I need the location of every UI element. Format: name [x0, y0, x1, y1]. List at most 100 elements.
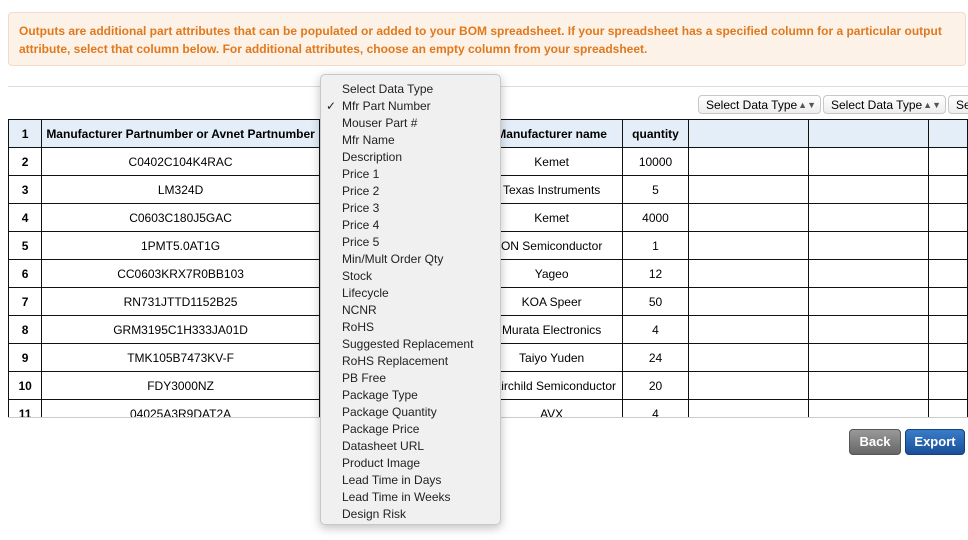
- table-cell: [928, 147, 968, 176]
- table-cell: 4000: [621, 203, 690, 232]
- table-cell: [688, 399, 810, 417]
- column-type-select[interactable]: Select Data Type ▲▼: [698, 95, 821, 114]
- table-row: 9 TMK105B7473KV-F Taiyo Yuden 24: [8, 343, 968, 372]
- dropdown-option[interactable]: Lifecycle: [321, 285, 500, 302]
- table-cell: [808, 147, 930, 176]
- table-cell: Yageo: [480, 259, 623, 288]
- table-cell: Kemet: [480, 203, 623, 232]
- table-cell: [808, 371, 930, 400]
- option-label: Min/Mult Order Qty: [342, 252, 444, 266]
- option-label: Stock: [342, 269, 373, 283]
- column-header: [688, 119, 810, 148]
- dropdown-option[interactable]: ✓ Mfr Part Number: [321, 98, 500, 115]
- dropdown-option[interactable]: Price 4: [321, 217, 500, 234]
- table-cell: 12: [621, 259, 690, 288]
- option-label: NCNR: [342, 303, 377, 317]
- dropdown-option[interactable]: PB Free: [321, 370, 500, 387]
- table-cell: Kemet: [480, 147, 623, 176]
- select-label: Select Data Type: [956, 98, 968, 112]
- dropdown-option[interactable]: Price 2: [321, 183, 500, 200]
- table-cell: [928, 371, 968, 400]
- row-number: 4: [8, 203, 43, 232]
- table-cell: [688, 203, 810, 232]
- option-label: Suggested Replacement: [342, 337, 474, 351]
- dropdown-option[interactable]: Product Image: [321, 455, 500, 472]
- table-cell: GRM3195C1H333JA01D: [41, 315, 320, 344]
- dropdown-option[interactable]: RoHS Replacement: [321, 353, 500, 370]
- data-type-dropdown-menu[interactable]: Select Data Type ✓ Mfr Part Number Mouser P…: [320, 74, 501, 525]
- table-cell: [808, 315, 930, 344]
- table-cell: 4: [621, 315, 690, 344]
- dropdown-option[interactable]: Price 1: [321, 166, 500, 183]
- dropdown-option[interactable]: Select Data Type: [321, 81, 500, 98]
- table-cell: [808, 175, 930, 204]
- back-button[interactable]: Back: [849, 429, 901, 455]
- table-cell: [688, 231, 810, 260]
- dropdown-option[interactable]: RoHS: [321, 319, 500, 336]
- table-row: 5 1PMT5.0AT1G ON Semiconductor 1: [8, 231, 968, 260]
- updown-arrow-icon: ▲▼: [923, 100, 941, 110]
- row-number: 10: [8, 371, 43, 400]
- table-cell: [688, 287, 810, 316]
- table-cell: C0402C104K4RAC: [41, 147, 320, 176]
- option-label: Select Data Type: [342, 82, 434, 96]
- table-cell: [808, 287, 930, 316]
- row-number: 7: [8, 287, 43, 316]
- dropdown-option[interactable]: Package Price: [321, 421, 500, 438]
- dropdown-option[interactable]: Mfr Name: [321, 132, 500, 149]
- dropdown-option[interactable]: Datasheet URL: [321, 438, 500, 455]
- option-label: Package Quantity: [342, 405, 437, 419]
- table-row: 4 C0603C180J5GAC Kemet 4000: [8, 203, 968, 232]
- dropdown-option[interactable]: Price 3: [321, 200, 500, 217]
- table-cell: [688, 259, 810, 288]
- column-type-select[interactable]: Select Data Type ▲▼: [823, 95, 946, 114]
- option-label: Lead Time in Days: [342, 473, 442, 487]
- dropdown-option[interactable]: Package Type: [321, 387, 500, 404]
- option-label: Lead Time in Weeks: [342, 490, 451, 504]
- dropdown-option[interactable]: NCNR: [321, 302, 500, 319]
- dropdown-option[interactable]: Lead Time in Days: [321, 472, 500, 489]
- dropdown-option[interactable]: Stock: [321, 268, 500, 285]
- dropdown-option[interactable]: Package Quantity: [321, 404, 500, 421]
- updown-arrow-icon: ▲▼: [798, 100, 816, 110]
- table-cell: 20: [621, 371, 690, 400]
- table-cell: 50: [621, 287, 690, 316]
- select-label: Select Data Type: [706, 98, 798, 112]
- table-cell: [928, 287, 968, 316]
- dropdown-option[interactable]: Min/Mult Order Qty: [321, 251, 500, 268]
- dropdown-option[interactable]: Lead Time in Weeks: [321, 489, 500, 506]
- table-cell: 24: [621, 343, 690, 372]
- table-cell: [688, 371, 810, 400]
- table-cell: FDY3000NZ: [41, 371, 320, 400]
- option-label: Datasheet URL: [342, 439, 425, 453]
- dropdown-option[interactable]: Design Risk: [321, 506, 500, 523]
- table-cell: [928, 203, 968, 232]
- dropdown-option[interactable]: Suggested Replacement: [321, 336, 500, 353]
- table-cell: [928, 343, 968, 372]
- table-cell: 4: [621, 399, 690, 417]
- table-cell: Texas Instruments: [480, 175, 623, 204]
- table-cell: AVX: [480, 399, 623, 417]
- export-button[interactable]: Export: [905, 429, 965, 455]
- checkmark-icon: ✓: [326, 99, 337, 113]
- dropdown-option[interactable]: Description: [321, 149, 500, 166]
- dropdown-option[interactable]: Mouser Part #: [321, 115, 500, 132]
- table-cell: [688, 147, 810, 176]
- table-cell: LM324D: [41, 175, 320, 204]
- row-number: 2: [8, 147, 43, 176]
- table-cell: [928, 231, 968, 260]
- column-header: [928, 119, 968, 148]
- option-label: Price 4: [342, 218, 380, 232]
- row-number: 9: [8, 343, 43, 372]
- table-cell: Murata Electronics: [480, 315, 623, 344]
- option-label: Mfr Part Number: [342, 99, 431, 113]
- dropdown-option[interactable]: Price 5: [321, 234, 500, 251]
- row-number: 11: [8, 399, 43, 417]
- table-cell: KOA Speer: [480, 287, 623, 316]
- table-cell: [928, 259, 968, 288]
- table-cell: Taiyo Yuden: [480, 343, 623, 372]
- option-label: Mfr Name: [342, 133, 395, 147]
- table-cell: Fairchild Semiconductor: [480, 371, 623, 400]
- column-type-select[interactable]: Select Data Type: [948, 95, 968, 114]
- row-number: 6: [8, 259, 43, 288]
